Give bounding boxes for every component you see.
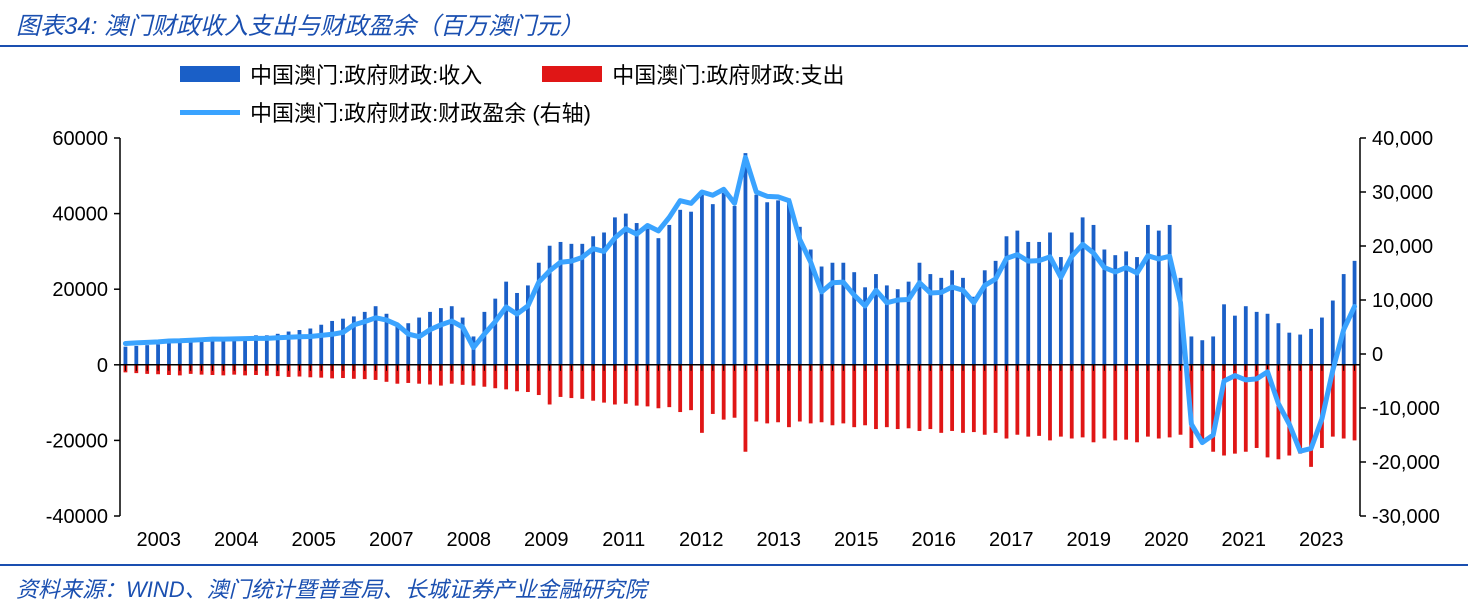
svg-text:-20000: -20000 <box>46 430 108 452</box>
svg-text:40,000: 40,000 <box>1372 128 1433 150</box>
svg-text:2017: 2017 <box>989 529 1034 551</box>
svg-text:2013: 2013 <box>757 529 802 551</box>
svg-text:60000: 60000 <box>52 128 108 150</box>
chart-source: 资料来源：WIND、澳门统计暨普查局、长城证券产业金融研究院 <box>0 564 1468 612</box>
legend-swatch-revenue <box>180 66 240 82</box>
svg-text:2008: 2008 <box>447 529 492 551</box>
legend-swatch-surplus <box>180 110 240 115</box>
svg-text:2004: 2004 <box>214 529 259 551</box>
svg-text:2007: 2007 <box>369 529 414 551</box>
svg-text:-30,000: -30,000 <box>1372 506 1440 528</box>
legend-label-surplus: 中国澳门:政府财政:财政盈余 (右轴) <box>250 96 591 128</box>
svg-text:2003: 2003 <box>137 529 182 551</box>
svg-text:20000: 20000 <box>52 279 108 301</box>
svg-text:2015: 2015 <box>834 529 879 551</box>
legend-swatch-expenditure <box>542 66 602 82</box>
svg-text:2011: 2011 <box>602 529 645 551</box>
legend-label-expenditure: 中国澳门:政府财政:支出 <box>612 58 844 90</box>
legend-revenue: 中国澳门:政府财政:收入 <box>180 58 482 90</box>
svg-text:-20,000: -20,000 <box>1372 452 1440 474</box>
svg-text:10,000: 10,000 <box>1372 290 1433 312</box>
chart-title: 图表34: 澳门财政收入支出与财政盈余（百万澳门元） <box>0 0 1468 47</box>
svg-text:2005: 2005 <box>292 529 337 551</box>
svg-text:2012: 2012 <box>679 529 724 551</box>
svg-text:2020: 2020 <box>1144 529 1189 551</box>
svg-text:0: 0 <box>1372 344 1383 366</box>
legend-label-revenue: 中国澳门:政府财政:收入 <box>250 58 482 90</box>
legend-expenditure: 中国澳门:政府财政:支出 <box>542 58 844 90</box>
svg-text:20,000: 20,000 <box>1372 236 1433 258</box>
svg-text:2023: 2023 <box>1299 529 1344 551</box>
svg-text:2019: 2019 <box>1067 529 1112 551</box>
svg-text:40000: 40000 <box>52 204 108 226</box>
svg-text:2021: 2021 <box>1222 529 1267 551</box>
svg-text:-40000: -40000 <box>46 506 108 528</box>
svg-text:-10,000: -10,000 <box>1372 398 1440 420</box>
svg-text:2016: 2016 <box>912 529 957 551</box>
svg-text:2009: 2009 <box>524 529 569 551</box>
svg-text:30,000: 30,000 <box>1372 182 1433 204</box>
legend-surplus: 中国澳门:政府财政:财政盈余 (右轴) <box>180 96 1180 128</box>
svg-text:0: 0 <box>97 355 108 377</box>
chart-area: 中国澳门:政府财政:收入 中国澳门:政府财政:支出 中国澳门:政府财政:财政盈余… <box>0 48 1468 566</box>
legend: 中国澳门:政府财政:收入 中国澳门:政府财政:支出 中国澳门:政府财政:财政盈余… <box>180 58 1180 128</box>
